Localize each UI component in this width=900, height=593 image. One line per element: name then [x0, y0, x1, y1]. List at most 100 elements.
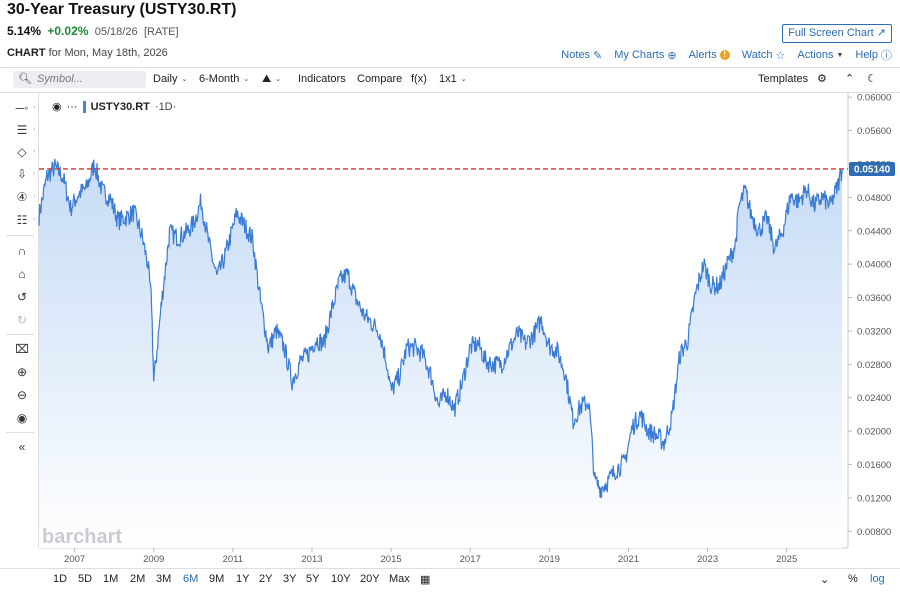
actions-menu[interactable]: Actions ▼ — [797, 49, 843, 61]
x-tick-label: 2007 — [64, 554, 85, 565]
full-screen-chart-button[interactable]: Full Screen Chart ↗ — [782, 24, 892, 43]
chevron-down-icon: ⌄ — [243, 76, 250, 83]
chevron-down-icon: ⌄ — [460, 76, 467, 83]
y-tick-label: 0.01200 — [857, 493, 891, 504]
y-tick-label: 0.04800 — [857, 193, 891, 204]
interval-select[interactable]: Daily ⌄ — [153, 71, 187, 88]
range-bar: 1D 5D 1M 2M 3M 6M 9M 1Y 2Y 3Y 5Y 10Y 20Y Max ▦ ⌄ % lo… — [0, 568, 900, 593]
price-change: +0.02% — [47, 24, 89, 38]
range-select[interactable]: 6-Month ⌄ — [199, 71, 249, 88]
magnet-icon[interactable]: ∩ — [17, 244, 27, 258]
range-button-3m[interactable]: 3M — [156, 573, 172, 585]
interval-label: Daily — [153, 73, 178, 85]
dark-mode-icon[interactable]: ☾ — [867, 73, 877, 85]
crosshair-tool-icon[interactable]: ─◦ › — [15, 101, 36, 115]
layout-select[interactable]: 1x1 ⌄ — [439, 71, 467, 88]
y-tick-label: 0.04000 — [857, 260, 891, 271]
pattern-tool-icon[interactable]: ☷ › — [16, 213, 36, 227]
function-button[interactable]: f(x) — [411, 73, 427, 85]
range-button-2y[interactable]: 2Y — [259, 573, 273, 585]
gear-icon[interactable]: ⚙ — [817, 73, 827, 85]
x-tick-label: 2025 — [776, 554, 797, 565]
zoom-in-icon[interactable]: ⊕ — [16, 365, 28, 379]
y-tick-label: 0.00800 — [857, 527, 891, 538]
y-tick-label: 0.04400 — [857, 226, 891, 237]
eye-icon[interactable]: ◉ — [16, 411, 28, 425]
range-label: 6-Month — [199, 73, 240, 85]
chevron-down-icon[interactable]: ⌄ — [820, 574, 830, 586]
range-button-1y[interactable]: 1Y — [236, 573, 250, 585]
y-tick-label: 0.06000 — [857, 93, 891, 104]
undo-icon[interactable]: ↺ — [16, 290, 28, 304]
alerts-link[interactable]: Alerts! — [689, 49, 730, 61]
collapse-icon[interactable]: ⌃ — [845, 73, 855, 85]
notes-label: Notes — [561, 49, 591, 61]
drawing-tools-panel: ─◦ › ☰ › ◇ › ⇩ › ④ › ☷ › ∩ ⌂ ↺ ↻ ⌧ ⊕ ⊖ ◉ « — [0, 92, 39, 548]
page-title: 30-Year Treasury (USTY30.RT) — [7, 1, 237, 18]
watch-label: Watch — [741, 49, 773, 61]
series-legend[interactable]: ◉ ··· USTY30.RT ·1D· — [52, 100, 176, 113]
edit-icon: ✎ — [593, 49, 603, 62]
chart-type-select[interactable]: ⛰ ⌄ — [262, 71, 281, 88]
log-toggle[interactable]: log — [870, 573, 885, 585]
x-tick-label: 2013 — [301, 554, 322, 565]
range-button-5d[interactable]: 5D — [78, 573, 93, 585]
zoom-out-icon[interactable]: ⊖ — [16, 388, 28, 402]
percent-toggle[interactable]: % — [848, 573, 858, 585]
collapse-panel-icon[interactable]: « — [18, 440, 26, 454]
layout-label: 1x1 — [439, 73, 457, 85]
templates-button[interactable]: Templates — [758, 73, 809, 85]
range-button-9m[interactable]: 9M — [209, 573, 225, 585]
my-charts-link[interactable]: My Charts ⊕ — [614, 49, 676, 62]
range-button-1d[interactable]: 1D — [53, 573, 68, 585]
price-area-fill — [39, 158, 843, 549]
y-tick-label: 0.03200 — [857, 326, 891, 337]
shape-tool-icon[interactable]: ◇ › — [17, 145, 36, 159]
count-tool-icon[interactable]: ④ › — [16, 190, 36, 204]
symbol-search[interactable]: 🔍︎ Symbol... — [13, 71, 146, 88]
compare-button[interactable]: Compare — [357, 73, 403, 85]
my-charts-label: My Charts — [614, 49, 665, 61]
quote-date: 05/18/26 — [94, 26, 138, 38]
indicators-button[interactable]: Indicators — [298, 73, 346, 85]
y-tick-label: 0.05600 — [857, 126, 891, 137]
more-icon[interactable]: ··· — [66, 100, 78, 113]
watch-link[interactable]: Watch ☆ — [742, 49, 786, 62]
star-icon: ☆ — [775, 49, 786, 62]
help-link[interactable]: Help ⓘ — [855, 47, 892, 63]
lock-icon[interactable]: ⌂ — [18, 267, 26, 281]
eye-icon[interactable]: ◉ — [52, 101, 62, 113]
x-tick-label: 2015 — [381, 554, 402, 565]
notes-link[interactable]: Notes ✎ — [561, 49, 602, 62]
range-button-2m[interactable]: 2M — [130, 573, 146, 585]
plus-circle-icon: ⊕ — [667, 49, 677, 62]
redo-icon[interactable]: ↻ — [16, 313, 28, 327]
trendline-tool-icon[interactable]: ☰ › — [16, 123, 36, 137]
range-button-max[interactable]: Max — [389, 573, 410, 585]
alert-icon: ! — [719, 50, 730, 60]
trash-icon[interactable]: ⌧ — [15, 342, 29, 356]
range-button-20y[interactable]: 20Y — [360, 573, 380, 585]
chevron-down-icon: ⌄ — [181, 76, 188, 83]
range-button-1m[interactable]: 1M — [103, 573, 119, 585]
series-period: ·1D· — [154, 100, 177, 113]
y-tick-label: 0.01600 — [857, 460, 891, 471]
range-button-3y[interactable]: 3Y — [283, 573, 297, 585]
x-tick-label: 2017 — [460, 554, 481, 565]
last-price-tag-label: 0.05140 — [854, 164, 891, 175]
arrow-down-tool-icon[interactable]: ⇩ › — [16, 167, 36, 181]
range-button-6m[interactable]: 6M — [183, 573, 199, 585]
area-chart-icon: ⛰ — [262, 73, 272, 85]
actions-label: Actions — [797, 49, 834, 61]
x-tick-label: 2019 — [539, 554, 560, 565]
help-label: Help — [855, 49, 878, 61]
calendar-icon[interactable]: ▦ — [420, 574, 431, 586]
range-button-10y[interactable]: 10Y — [331, 573, 351, 585]
range-button-5y[interactable]: 5Y — [306, 573, 320, 585]
x-tick-label: 2011 — [223, 554, 243, 565]
y-tick-label: 0.02000 — [857, 427, 891, 438]
chart-date-line: CHART for Mon, May 18th, 2026 — [7, 47, 168, 59]
last-price-tag: 0.05140 — [849, 161, 895, 176]
chevron-down-icon: ⌄ — [275, 76, 282, 83]
